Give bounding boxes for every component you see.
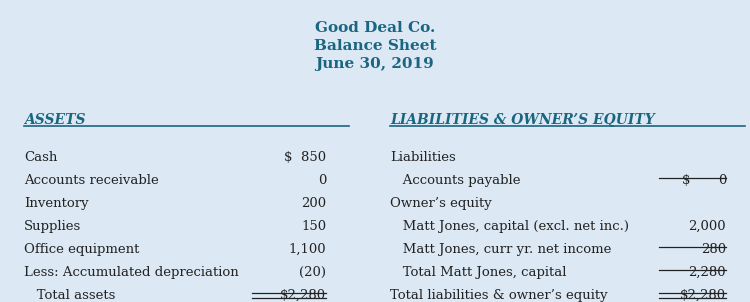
Text: Matt Jones, curr yr. net income: Matt Jones, curr yr. net income	[390, 243, 611, 256]
Text: $2,280: $2,280	[680, 289, 726, 302]
Text: Total Matt Jones, capital: Total Matt Jones, capital	[390, 266, 566, 279]
Text: $: $	[682, 174, 690, 187]
Text: Supplies: Supplies	[24, 220, 81, 233]
Text: 2,000: 2,000	[688, 220, 726, 233]
Text: Total assets: Total assets	[24, 289, 116, 302]
Text: Accounts payable: Accounts payable	[390, 174, 520, 187]
Text: Total liabilities & owner’s equity: Total liabilities & owner’s equity	[390, 289, 608, 302]
Text: LIABILITIES & OWNER’S EQUITY: LIABILITIES & OWNER’S EQUITY	[390, 113, 655, 127]
Text: ASSETS: ASSETS	[24, 113, 86, 127]
Text: 0: 0	[318, 174, 326, 187]
Text: 2,280: 2,280	[688, 266, 726, 279]
Text: Inventory: Inventory	[24, 197, 88, 210]
Text: June 30, 2019: June 30, 2019	[316, 57, 434, 71]
Text: Office equipment: Office equipment	[24, 243, 140, 256]
Text: Less: Accumulated depreciation: Less: Accumulated depreciation	[24, 266, 239, 279]
Text: 0: 0	[718, 174, 726, 187]
Text: 280: 280	[701, 243, 726, 256]
Text: 1,100: 1,100	[289, 243, 326, 256]
Text: $2,280: $2,280	[280, 289, 326, 302]
Text: Matt Jones, capital (excl. net inc.): Matt Jones, capital (excl. net inc.)	[390, 220, 629, 233]
Text: Cash: Cash	[24, 151, 57, 164]
Text: Accounts receivable: Accounts receivable	[24, 174, 158, 187]
Text: Owner’s equity: Owner’s equity	[390, 197, 492, 210]
Text: 200: 200	[302, 197, 326, 210]
Text: Good Deal Co.: Good Deal Co.	[315, 21, 435, 35]
Text: 150: 150	[302, 220, 326, 233]
Text: (20): (20)	[299, 266, 326, 279]
Text: Balance Sheet: Balance Sheet	[314, 39, 436, 53]
Text: Liabilities: Liabilities	[390, 151, 456, 164]
Text: $  850: $ 850	[284, 151, 326, 164]
